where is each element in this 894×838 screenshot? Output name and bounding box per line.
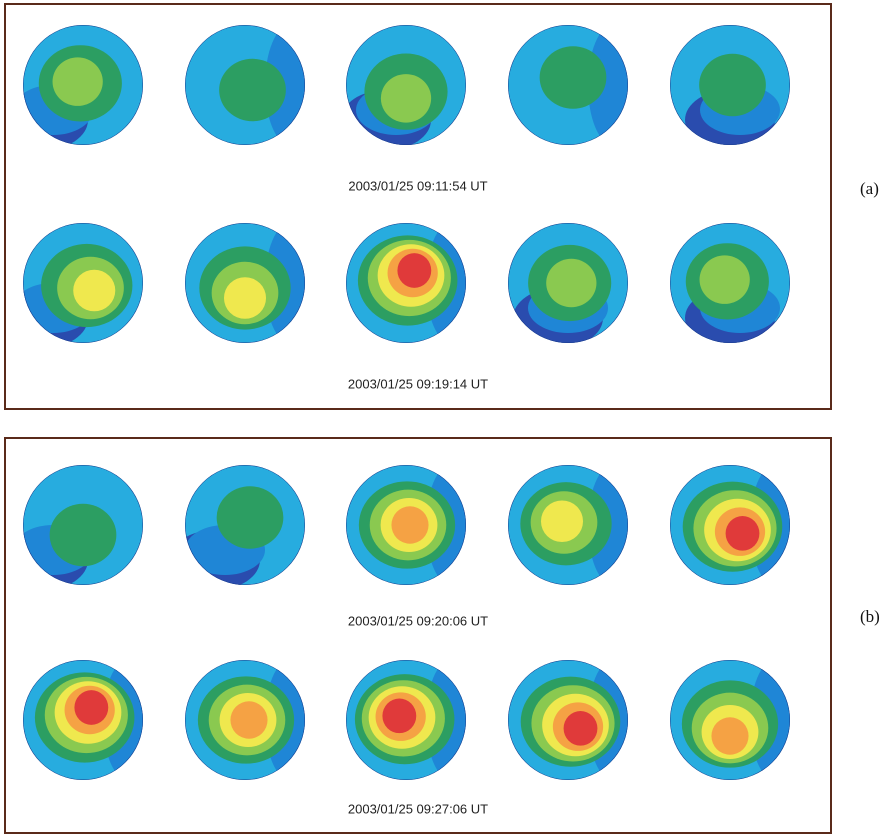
panel-label: (b) bbox=[860, 607, 880, 626]
timestamp: 2003/01/25 09:27:06 UT bbox=[348, 801, 488, 816]
panel-label: (a) bbox=[860, 179, 879, 198]
sky-map bbox=[0, 465, 143, 590]
timestamp: 2003/01/25 09:20:06 UT bbox=[348, 613, 488, 628]
timestamp: 2003/01/25 09:19:14 UT bbox=[348, 376, 488, 391]
sky-map bbox=[0, 223, 143, 348]
sky-map bbox=[0, 25, 143, 150]
sky-map bbox=[346, 660, 476, 780]
sky-map bbox=[670, 465, 800, 585]
sky-map bbox=[670, 660, 800, 780]
sky-map bbox=[508, 465, 638, 585]
sky-map bbox=[346, 223, 476, 343]
sky-map bbox=[23, 660, 153, 780]
sky-map bbox=[170, 465, 305, 590]
sky-map bbox=[341, 25, 466, 150]
sky-map bbox=[670, 223, 790, 348]
sky-map bbox=[508, 25, 638, 145]
sky-map bbox=[346, 465, 476, 585]
sky-map bbox=[508, 660, 638, 780]
timestamp: 2003/01/25 09:11:54 UT bbox=[348, 178, 487, 193]
sky-map bbox=[185, 660, 315, 780]
sky-map bbox=[185, 223, 315, 343]
figure: 2003/01/25 09:11:54 UT 2003/01/25 09:19:… bbox=[0, 0, 894, 838]
sky-map bbox=[508, 223, 628, 348]
sky-map bbox=[670, 25, 790, 150]
sky-map bbox=[185, 25, 315, 145]
